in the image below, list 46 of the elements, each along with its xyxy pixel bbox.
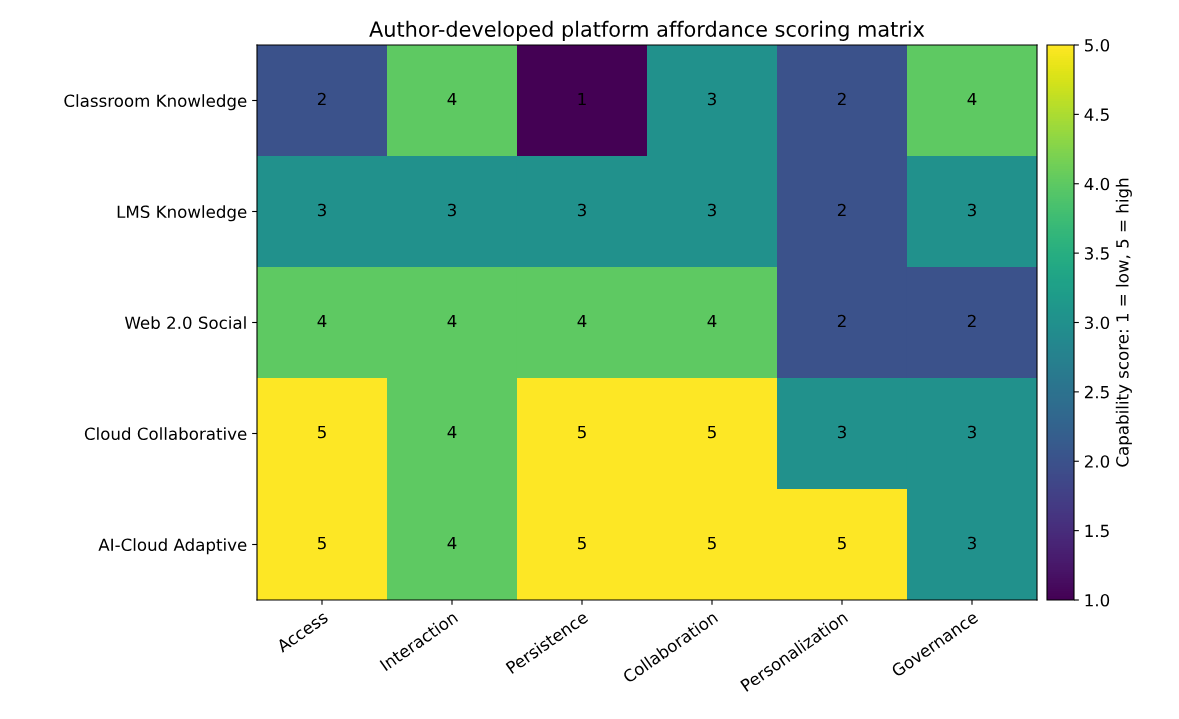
color-bar-title: Capability score: 1 = low, 5 = high <box>1115 178 1132 467</box>
data-label: 3 <box>967 536 976 550</box>
color-bar-label: 2.0 <box>1084 455 1110 468</box>
data-label: 4 <box>447 536 457 550</box>
data-label: 4 <box>317 314 327 328</box>
data-label: 5 <box>317 536 326 550</box>
color-bar-label: 5.0 <box>1085 38 1110 52</box>
data-label: 3 <box>317 203 326 217</box>
color-bar-label: 4.5 <box>1084 108 1109 121</box>
data-label: 2 <box>317 92 326 106</box>
data-label: 5 <box>707 425 716 439</box>
data-label: 4 <box>447 92 457 106</box>
data-label: 3 <box>447 203 456 217</box>
data-label: 5 <box>837 536 846 550</box>
color-bar-label: 2.5 <box>1084 385 1109 399</box>
data-label: 2 <box>837 203 846 217</box>
data-label: 4 <box>577 314 587 328</box>
color-bar-label: 4.0 <box>1084 177 1110 191</box>
data-label: 2 <box>837 92 846 106</box>
data-label: 4 <box>967 92 977 106</box>
data-label: 3 <box>967 203 976 217</box>
chart-title: Author-developed platform affordance scoring matrix <box>369 20 925 41</box>
data-label: 4 <box>447 314 457 328</box>
y-tick-label: Classroom Knowledge <box>64 94 247 111</box>
color-bar-label: 1.0 <box>1085 593 1110 607</box>
data-label: 4 <box>447 425 457 439</box>
data-label: 3 <box>837 425 846 439</box>
data-label: 1 <box>578 92 586 106</box>
data-label: 3 <box>707 92 716 106</box>
color-bar-label: 3.0 <box>1084 316 1110 330</box>
data-label: 4 <box>707 314 717 328</box>
data-label: 3 <box>967 425 976 439</box>
color-bar-label: 1.5 <box>1085 524 1109 538</box>
data-label: 5 <box>707 536 716 550</box>
data-label: 3 <box>577 203 586 217</box>
y-tick-label: Web 2.0 Social <box>124 316 246 330</box>
data-label: 2 <box>837 314 846 328</box>
data-label: 5 <box>577 425 586 439</box>
data-label: 2 <box>967 314 976 328</box>
data-label: 5 <box>317 425 326 439</box>
data-label: 3 <box>707 203 716 217</box>
data-label: 5 <box>577 536 586 550</box>
y-tick-label: Cloud Collaborative <box>84 427 247 441</box>
y-tick-label: LMS Knowledge <box>117 205 247 222</box>
y-tick-label: AI-Cloud Adaptive <box>98 538 247 555</box>
color-bar-label: 3.5 <box>1084 247 1109 260</box>
